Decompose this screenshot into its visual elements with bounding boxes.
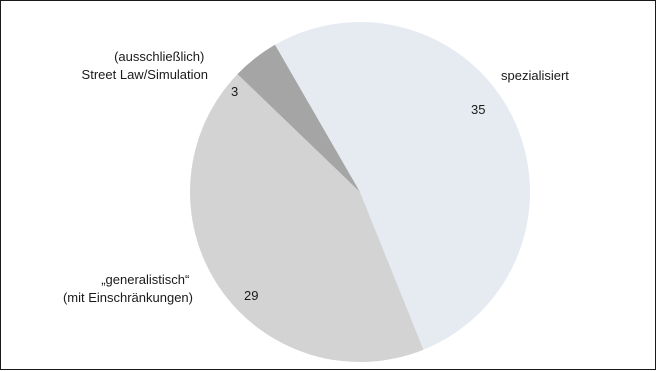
label-spezialisiert: spezialisiert [501,68,569,83]
label-streetlaw: (ausschließlich) Street Law/Simulation [82,49,208,82]
label-generalistisch: „generalistisch“ (mit Einschränkungen) [63,272,193,305]
slice-spezialisiert [275,21,531,350]
label-generalistisch-line-1: „generalistisch“ [101,272,189,287]
value-generalistisch: 29 [244,288,258,303]
pie-slices [189,21,531,363]
slice-streetlaw [237,44,360,192]
label-generalistisch-line-2: (mit Einschränkungen) [63,290,193,305]
value-spezialisiert: 35 [471,102,485,117]
label-streetlaw-line-2: Street Law/Simulation [82,67,208,82]
slice-generalistisch [189,74,424,363]
value-streetlaw: 3 [231,84,238,99]
label-streetlaw-line-1: (ausschließlich) [114,49,204,64]
label-spezialisiert-line-1: spezialisiert [501,68,569,83]
